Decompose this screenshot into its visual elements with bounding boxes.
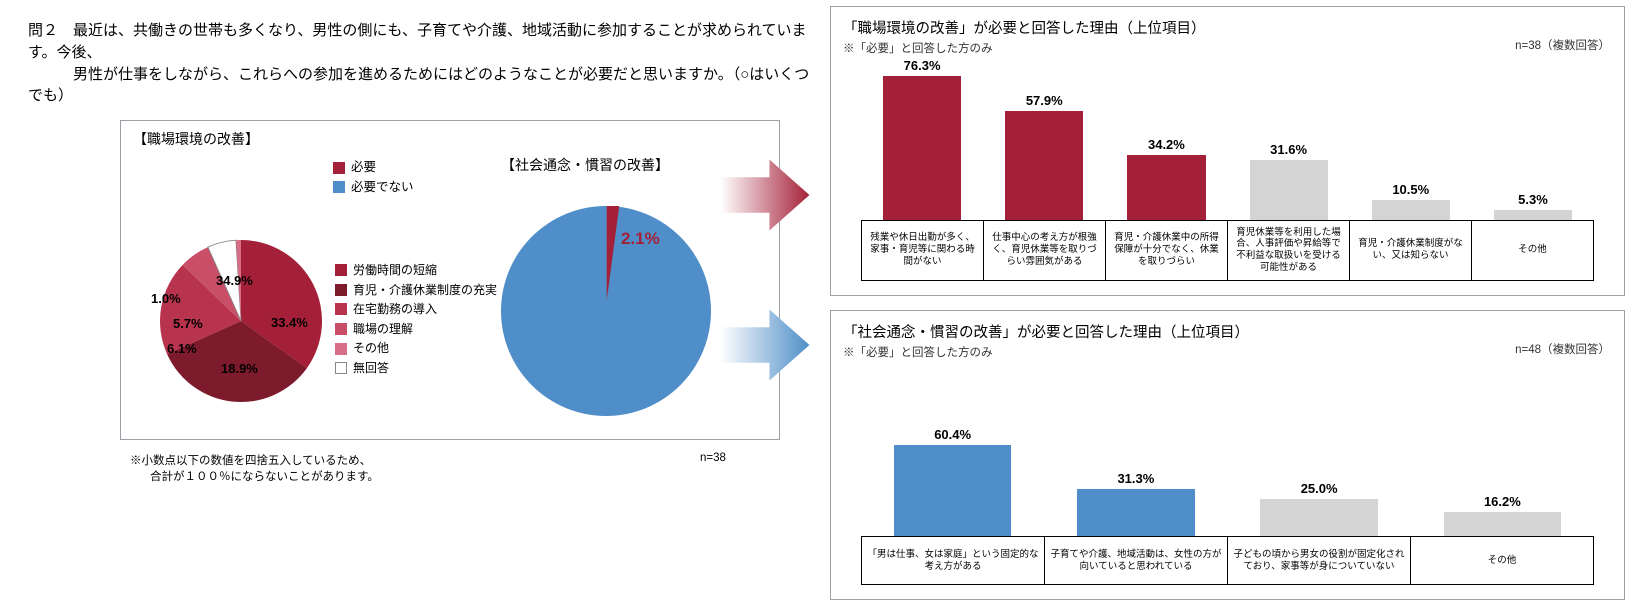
bar-value-label: 16.2% [1484, 494, 1521, 509]
pie-slice-label: 1.0% [151, 291, 181, 306]
swatch-not-needed [333, 181, 345, 193]
right-bottom-note: n=48（複数回答） [1515, 341, 1610, 357]
footnote-n: n=38 [700, 452, 726, 464]
bar-value-label: 10.5% [1392, 182, 1429, 197]
bar-rect [883, 76, 961, 219]
legend-breakdown: 労働時間の短縮育児・介護休業制度の充実在宅勤務の導入職場の理解その他無回答 [335, 261, 497, 379]
legend-row: 在宅勤務の導入 [335, 300, 497, 319]
category-cell: その他 [1472, 221, 1594, 282]
legend-text: その他 [353, 339, 389, 358]
legend-text: 労働時間の短縮 [353, 261, 437, 280]
left-box: 【職場環境の改善】 必要 必要でない 34.9% 33.4% 18.9% 6.1% 5.… [120, 120, 780, 440]
right-top-sub: ※「必要」と回答した方のみ [843, 40, 1612, 56]
footnote-rounding-1: ※小数点以下の数値を四捨五入しているため、 [130, 452, 371, 468]
bar-value-label: 31.6% [1270, 142, 1307, 157]
legend-row: 無回答 [335, 359, 497, 378]
category-cell: 残業や休日出勤が多く、家事・育児等に関わる時間がない [862, 221, 984, 282]
right-bottom-panel: 「社会通念・慣習の改善」が必要と回答した理由（上位項目） ※「必要」と回答した方… [830, 310, 1625, 600]
pie2-small-label: 2.1% [621, 229, 660, 249]
swatch-icon [335, 284, 347, 296]
left-panel: 問２ 最近は、共働きの世帯も多くなり、男性の側にも、子育てや介護、地域活動に参加… [0, 0, 820, 609]
bar-rect [1260, 499, 1377, 537]
swatch-icon [335, 303, 347, 315]
legend-text: 育児・介護休業制度の充実 [353, 281, 497, 300]
bar-value-label: 76.3% [904, 58, 941, 73]
legend-row: 労働時間の短縮 [335, 261, 497, 280]
pie2-big-label: 97.9% [541, 296, 603, 322]
right-top-note: n=38（複数回答） [1515, 37, 1610, 53]
legend-text: 無回答 [353, 359, 389, 378]
bar-rect [1005, 111, 1083, 220]
arrow-red-icon [720, 155, 810, 235]
swatch-needed [333, 162, 345, 174]
bar-slot: 31.6% [1228, 142, 1350, 219]
category-cell: 育児休業等を利用した場合、人事評価や昇給等で不利益な取扱いを受ける可能性がある [1228, 221, 1350, 282]
bar-value-label: 57.9% [1026, 93, 1063, 108]
category-cell: 子どもの頃から男女の役割が固定化されており、家事等が身についていない [1228, 537, 1411, 585]
pie2-title: 【社会通念・慣習の改善】 [501, 155, 669, 175]
bar-rect [1127, 155, 1205, 219]
bar-value-label: 60.4% [934, 427, 971, 442]
category-cell: 仕事中心の考え方が根強く、育児休業等を取りづらい雰囲気がある [984, 221, 1106, 282]
bar-rect [1077, 489, 1194, 536]
category-cell: 育児・介護休業制度がない、又は知らない [1350, 221, 1472, 282]
category-cell: 「男は仕事、女は家庭」という固定的な考え方がある [862, 537, 1045, 585]
category-cell: その他 [1411, 537, 1594, 585]
bar-rect [894, 445, 1011, 536]
swatch-icon [335, 323, 347, 335]
legend-text: 在宅勤務の導入 [353, 300, 437, 319]
legend-row: 職場の理解 [335, 320, 497, 339]
left-box-title: 【職場環境の改善】 [133, 129, 259, 149]
right-top-title: 「職場環境の改善」が必要と回答した理由（上位項目） [843, 17, 1612, 38]
question-caption: 問２ 最近は、共働きの世帯も多くなり、男性の側にも、子育てや介護、地域活動に参加… [28, 20, 820, 107]
bar-value-label: 25.0% [1301, 481, 1338, 496]
pie-slice [501, 206, 711, 416]
bar-chart-social: 60.4% 31.3% 25.0% 16.2% 「男は仕事、女は家庭」という固定的な考… [861, 387, 1594, 585]
pie-slice-label: 18.9% [221, 361, 258, 376]
pie-slice-label: 34.9% [216, 273, 253, 288]
bar-slot: 57.9% [983, 93, 1105, 220]
right-top-panel: 「職場環境の改善」が必要と回答した理由（上位項目） ※「必要」と回答した方のみ … [830, 6, 1625, 296]
bar-slot: 76.3% [861, 58, 983, 219]
bar-slot: 10.5% [1350, 182, 1472, 220]
bar-slot: 5.3% [1472, 192, 1594, 220]
swatch-icon [335, 362, 347, 374]
swatch-icon [335, 343, 347, 355]
bar-rect [1494, 210, 1572, 220]
footnote-rounding-2: 合計が１００％にならないことがあります。 [150, 468, 379, 484]
legend-label-needed: 必要 [351, 159, 376, 177]
bar-value-label: 31.3% [1117, 471, 1154, 486]
arrow-blue-icon [720, 305, 810, 385]
bar-rect [1250, 160, 1328, 219]
pie-slice-label: 33.4% [271, 315, 308, 330]
bar-value-label: 34.2% [1148, 137, 1185, 152]
pie-chart-social [501, 206, 711, 416]
legend-row: その他 [335, 339, 497, 358]
bar-rect [1444, 512, 1561, 536]
pie-slice-label: 6.1% [167, 341, 197, 356]
bar-slot: 31.3% [1044, 471, 1227, 536]
bar-slot: 60.4% [861, 427, 1044, 536]
bar-slot: 16.2% [1411, 494, 1594, 536]
legend-yes-no: 必要 必要でない [333, 159, 414, 198]
category-cell: 育児・介護休業中の所得保障が十分でなく、休業を取りづらい [1106, 221, 1228, 282]
legend-row: 育児・介護休業制度の充実 [335, 281, 497, 300]
legend-label-not-needed: 必要でない [351, 179, 414, 197]
bar-value-label: 5.3% [1518, 192, 1548, 207]
right-bottom-sub: ※「必要」と回答した方のみ [843, 344, 1612, 360]
bar-slot: 25.0% [1228, 481, 1411, 537]
swatch-icon [335, 264, 347, 276]
pie-slice-label: 5.7% [173, 316, 203, 331]
right-bottom-title: 「社会通念・慣習の改善」が必要と回答した理由（上位項目） [843, 321, 1612, 342]
category-cell: 子育てや介護、地域活動は、女性の方が向いていると思われている [1045, 537, 1228, 585]
bar-rect [1372, 200, 1450, 220]
bar-slot: 34.2% [1105, 137, 1227, 219]
bar-chart-workplace: 76.3%57.9%34.2%31.6%10.5%5.3% 残業や休日出勤が多く… [861, 71, 1594, 282]
legend-text: 職場の理解 [353, 320, 413, 339]
